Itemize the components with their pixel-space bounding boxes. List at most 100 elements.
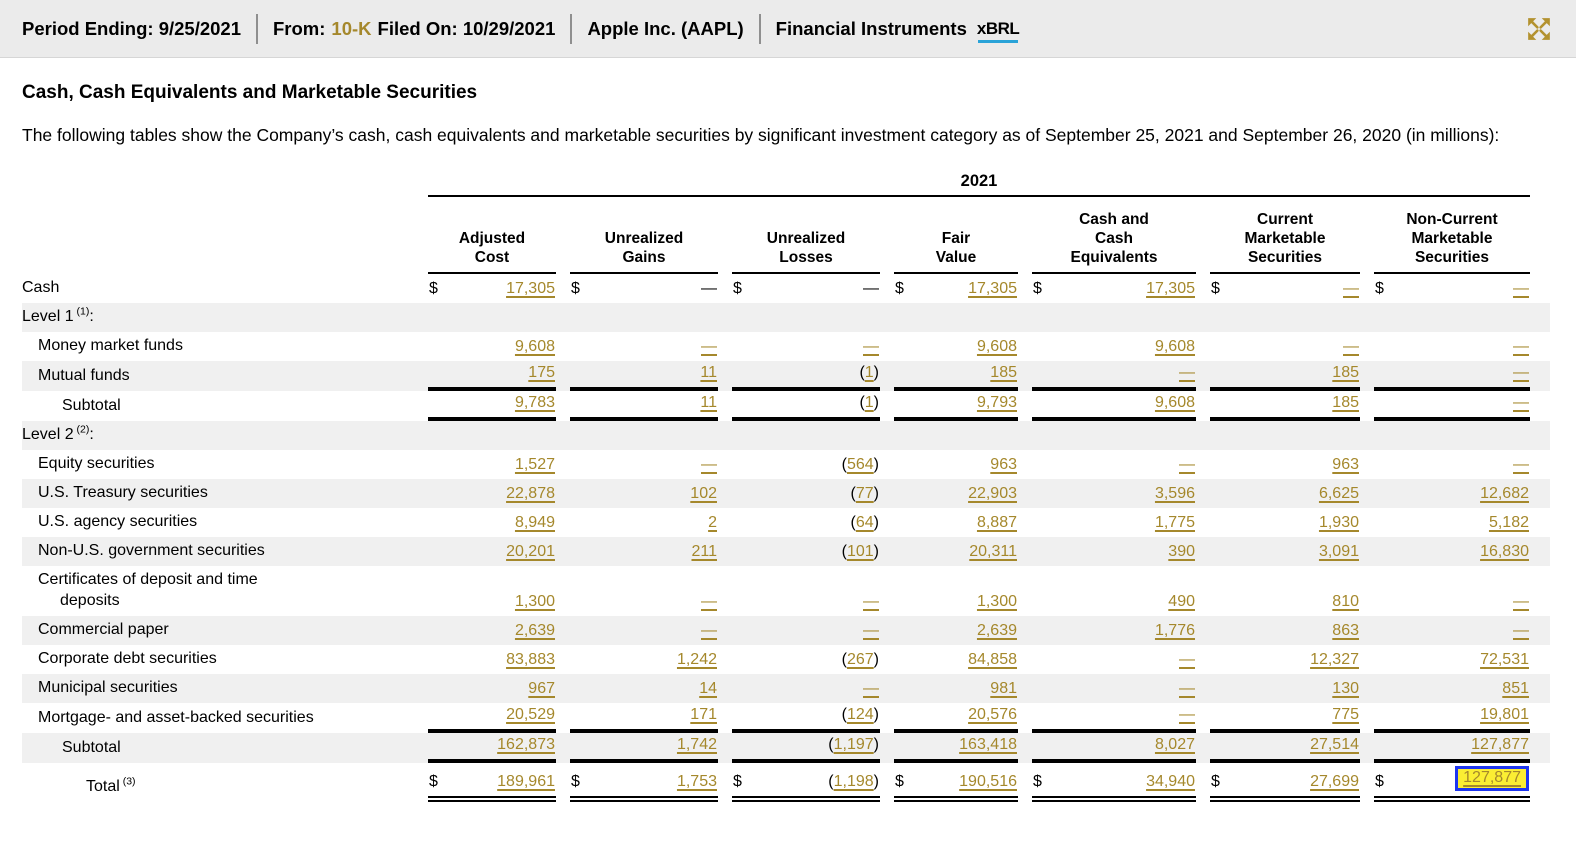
value-link[interactable]: — [701,456,717,473]
value-link[interactable]: 1,197 [833,736,874,753]
value-link[interactable]: 9,783 [514,394,555,411]
value-link[interactable]: 1,776 [1154,622,1195,639]
value-link[interactable]: 267 [846,651,874,668]
value-link[interactable]: 22,878 [506,485,555,502]
value-link[interactable]: 1,527 [514,456,555,473]
value-link[interactable]: — [1179,364,1195,381]
value-link[interactable]: 9,608 [514,338,555,355]
value-link[interactable]: 34,940 [1146,773,1195,790]
value-link[interactable]: — [1179,456,1195,473]
value-link[interactable]: 127,877 [1463,769,1521,786]
value-link[interactable]: 12,682 [1480,485,1529,502]
value-link[interactable]: — [1513,622,1529,639]
value-link[interactable]: 1,300 [514,593,555,610]
value-link[interactable]: 124 [846,706,874,723]
value-link[interactable]: 9,608 [976,338,1017,355]
value-link[interactable]: 8,027 [1154,736,1195,753]
value-link[interactable]: 11 [700,364,717,381]
value-link[interactable]: 1,930 [1318,514,1359,531]
value-link[interactable]: 9,608 [1154,338,1195,355]
value-link[interactable]: 185 [990,364,1017,381]
value-link[interactable]: 981 [990,680,1017,697]
value-link[interactable]: — [863,680,879,697]
value-link[interactable]: 810 [1332,593,1359,610]
value-link[interactable]: 3,091 [1318,543,1359,560]
form-type-link[interactable]: 10-K [331,17,372,39]
expand-button[interactable] [1524,14,1554,44]
value-link[interactable]: 2,639 [976,622,1017,639]
value-link[interactable]: 1,198 [833,773,874,790]
value-link[interactable]: 17,305 [968,280,1017,297]
value-link[interactable]: 190,516 [959,773,1017,790]
value-link[interactable]: — [1343,280,1359,297]
value-link[interactable]: 102 [690,485,717,502]
value-link[interactable]: 20,576 [968,706,1017,723]
value-link[interactable]: 1,742 [676,736,717,753]
value-link[interactable]: 171 [690,706,717,723]
value-link[interactable]: 490 [1168,593,1195,610]
value-link[interactable]: 1 [864,364,874,381]
value-link[interactable]: 189,961 [497,773,555,790]
value-link[interactable]: 175 [528,364,555,381]
value-link[interactable]: 77 [855,485,874,502]
value-link[interactable]: — [863,622,879,639]
value-link[interactable]: — [1179,680,1195,697]
value-link[interactable]: 6,625 [1318,485,1359,502]
value-link[interactable]: — [1513,456,1529,473]
value-link[interactable]: — [701,593,717,610]
value-link[interactable]: 8,887 [976,514,1017,531]
value-link[interactable]: 12,327 [1310,651,1359,668]
value-link[interactable]: 17,305 [506,280,555,297]
value-link[interactable]: 83,883 [506,651,555,668]
value-link[interactable]: 84,858 [968,651,1017,668]
value-link[interactable]: — [1513,593,1529,610]
value-link[interactable]: 9,793 [976,394,1017,411]
value-link[interactable]: 9,608 [1154,394,1195,411]
value-link[interactable]: 775 [1332,706,1359,723]
value-link[interactable]: 1,775 [1154,514,1195,531]
value-link[interactable]: — [701,338,717,355]
value-link[interactable]: 17,305 [1146,280,1195,297]
value-link[interactable]: — [1343,338,1359,355]
value-link[interactable]: 19,801 [1480,706,1529,723]
value-link[interactable]: 20,201 [506,543,555,560]
value-link[interactable]: 5,182 [1488,514,1529,531]
value-link[interactable]: 16,830 [1480,543,1529,560]
value-link[interactable]: 967 [528,680,555,697]
value-link[interactable]: 20,311 [969,543,1017,560]
value-link[interactable]: 564 [846,456,874,473]
value-link[interactable]: 2,639 [514,622,555,639]
value-link[interactable]: — [1179,706,1195,723]
value-link[interactable]: — [1179,651,1195,668]
value-link[interactable]: 127,877 [1471,736,1529,753]
value-link[interactable]: 863 [1332,622,1359,639]
value-link[interactable]: 1 [864,394,874,411]
value-link[interactable]: 963 [1332,456,1359,473]
value-link[interactable]: 3,596 [1154,485,1195,502]
value-link[interactable]: 130 [1332,680,1359,697]
value-link[interactable]: 27,514 [1310,736,1359,753]
value-link[interactable]: 8,949 [514,514,555,531]
value-link[interactable]: — [1513,364,1529,381]
value-link[interactable]: 211 [691,543,717,560]
value-link[interactable]: — [863,338,879,355]
value-link[interactable]: 1,242 [676,651,717,668]
value-link[interactable]: — [863,593,879,610]
value-link[interactable]: 1,753 [676,773,717,790]
value-link[interactable]: 2 [708,514,717,531]
value-link[interactable]: 64 [855,514,874,531]
value-link[interactable]: — [1513,338,1529,355]
value-link[interactable]: 22,903 [968,485,1017,502]
value-link[interactable]: 1,300 [976,593,1017,610]
value-link[interactable]: 101 [846,543,874,560]
value-link[interactable]: 963 [990,456,1017,473]
value-link[interactable]: 162,873 [497,736,555,753]
value-link[interactable]: 390 [1168,543,1195,560]
value-link[interactable]: — [1513,280,1529,297]
value-link[interactable]: — [701,622,717,639]
value-link[interactable]: 27,699 [1310,773,1359,790]
value-link[interactable]: 851 [1502,680,1529,697]
value-link[interactable]: 163,418 [959,736,1017,753]
value-link[interactable]: 14 [699,680,717,697]
value-link[interactable]: 185 [1332,364,1359,381]
